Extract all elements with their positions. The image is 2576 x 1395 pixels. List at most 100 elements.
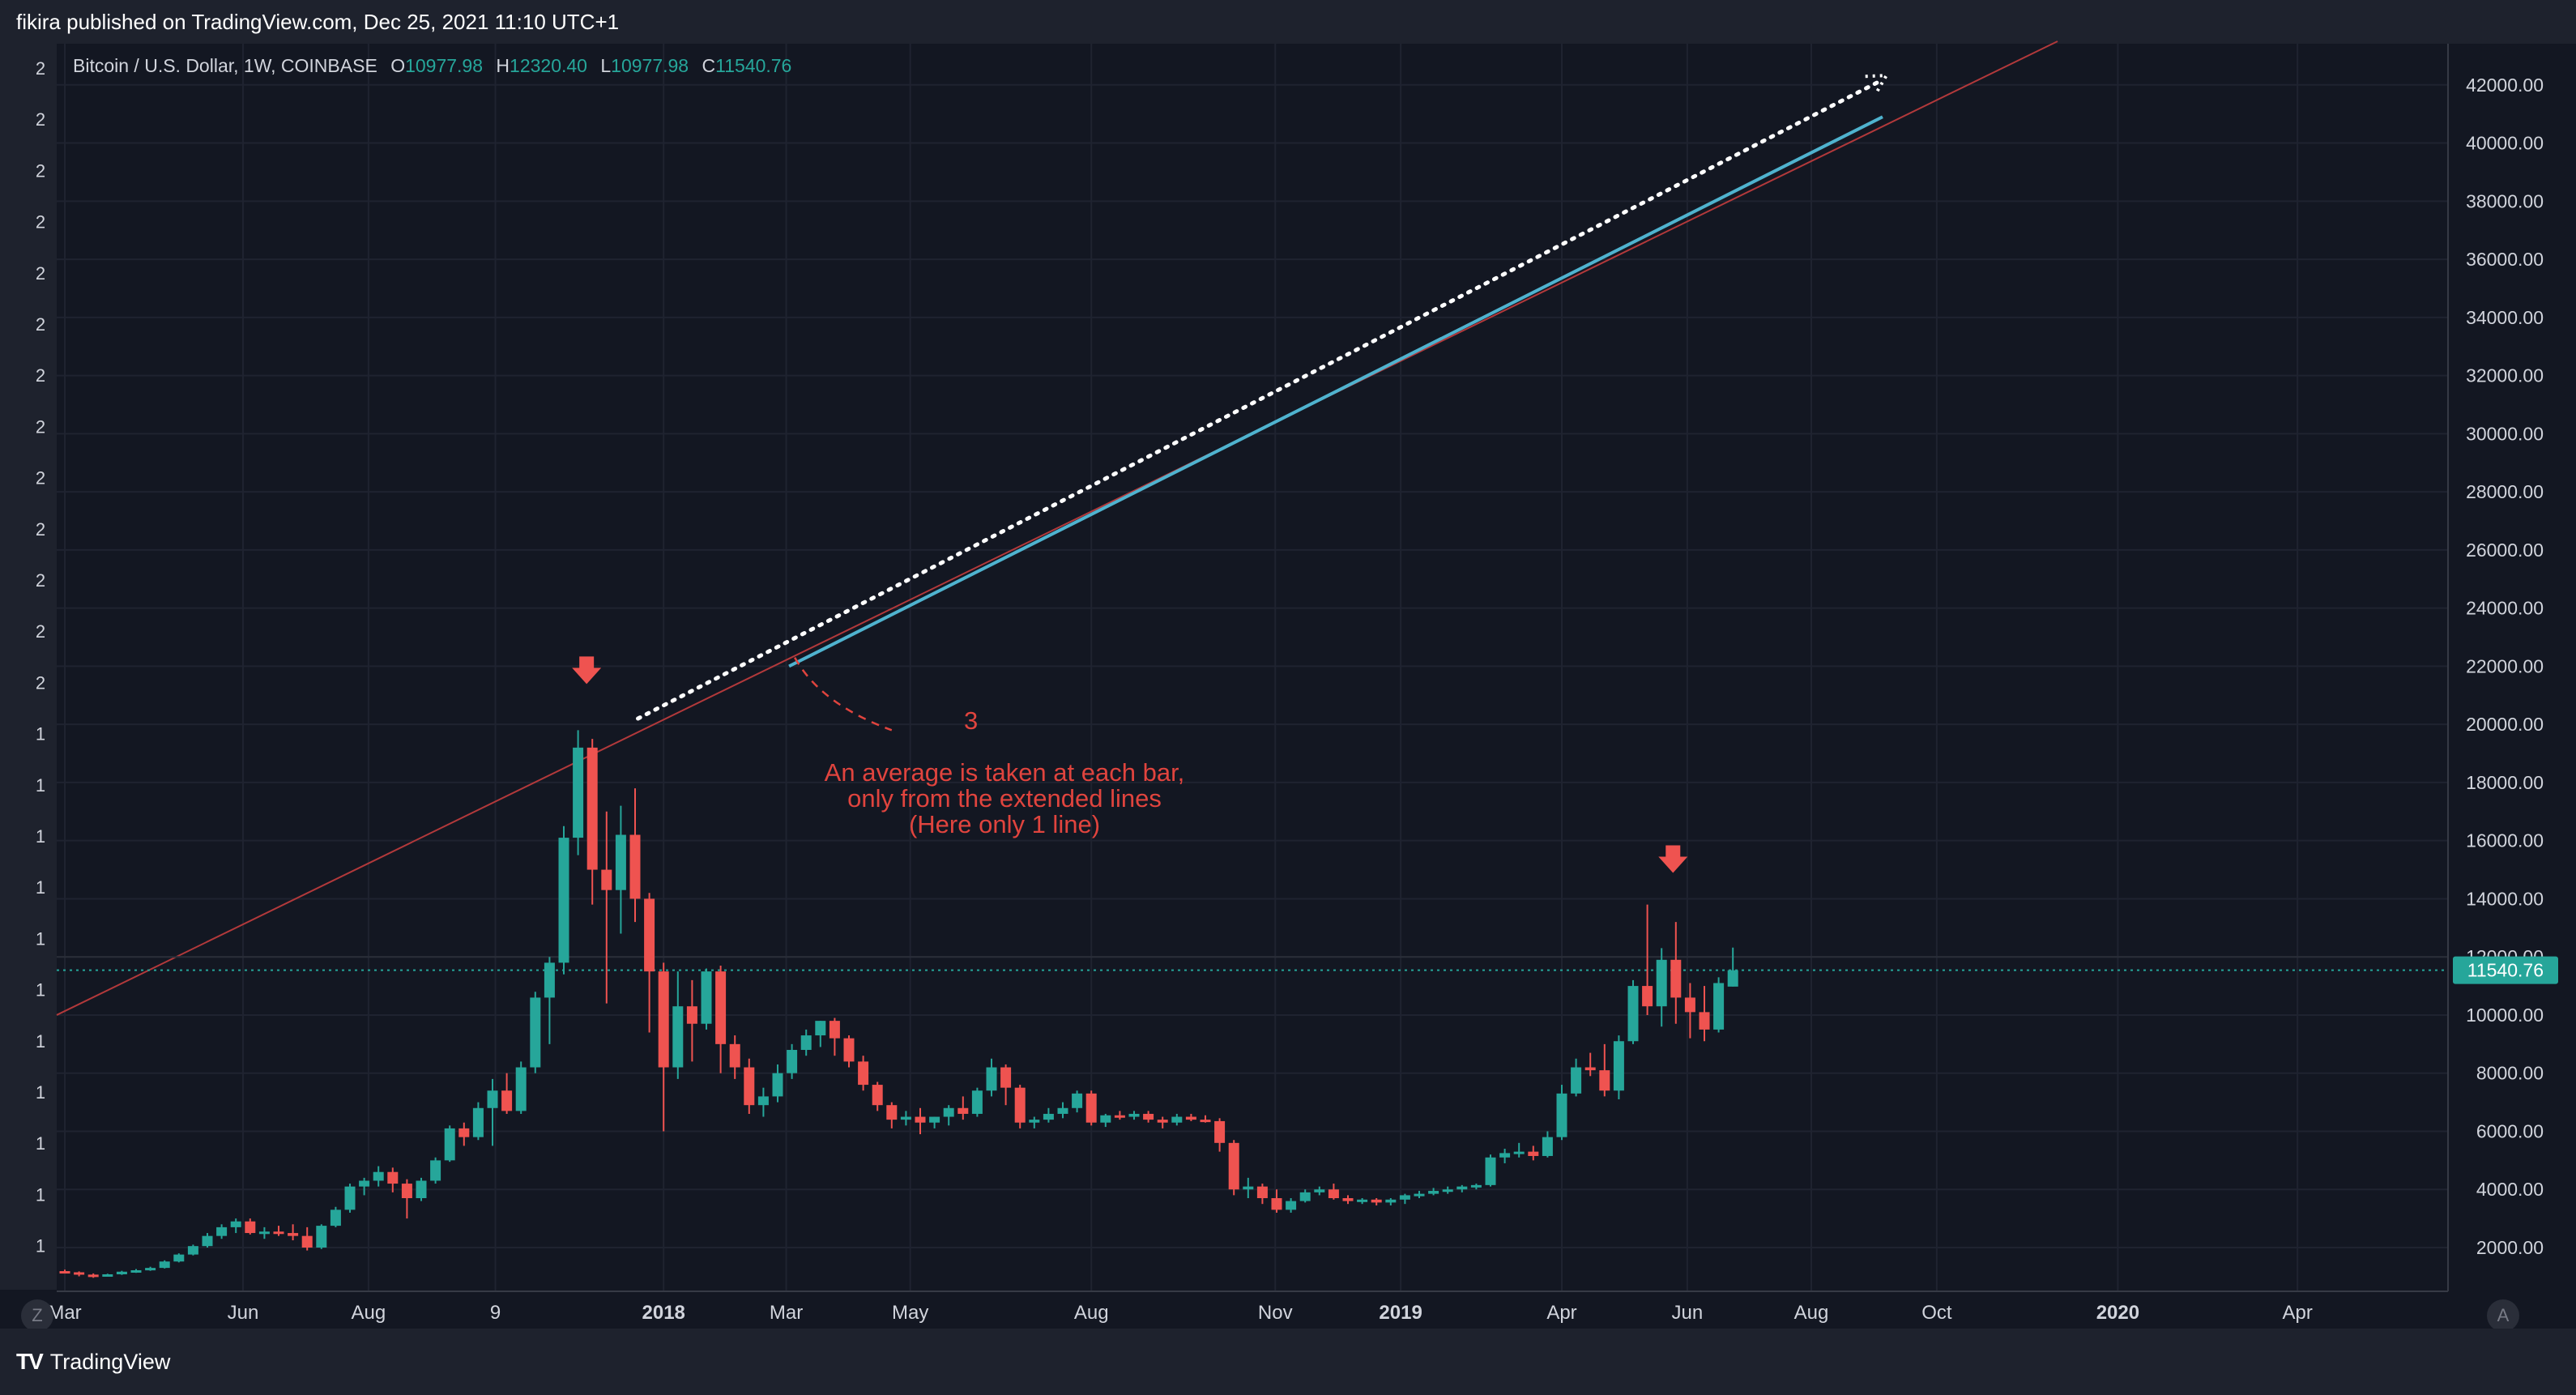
candle-body <box>530 997 541 1068</box>
candle-body <box>1328 1189 1339 1199</box>
left-scale-label: 2 <box>36 109 45 130</box>
price-tick-label: 38000.00 <box>2466 190 2544 211</box>
low-label: L <box>600 55 612 76</box>
candle-body <box>444 1128 455 1161</box>
left-scale-label: 2 <box>36 468 45 488</box>
left-scale-label: 2 <box>36 263 45 284</box>
candle-body <box>401 1184 412 1199</box>
candle-body <box>245 1221 256 1234</box>
candle-body <box>1085 1093 1097 1123</box>
left-scale-label: 1 <box>36 1133 45 1154</box>
time-tick-label: Aug <box>1794 1302 1829 1324</box>
candle-body <box>159 1261 170 1269</box>
candle-body <box>1556 1093 1567 1137</box>
price-tick-label: 28000.00 <box>2466 481 2544 502</box>
candle-body <box>1057 1107 1068 1114</box>
scroll-to-start-button[interactable]: Z <box>21 1299 53 1332</box>
time-tick-label: Aug <box>352 1302 386 1324</box>
candle-body <box>273 1231 284 1235</box>
price-tick-label: 18000.00 <box>2466 772 2544 793</box>
symbol-legend: Bitcoin / U.S. Dollar, 1W, COINBASE O109… <box>73 55 791 77</box>
candle-body <box>900 1116 911 1120</box>
annotation-line: only from the extended lines <box>847 784 1162 813</box>
candle-body <box>1228 1142 1239 1190</box>
price-tick-label: 20000.00 <box>2466 714 2544 735</box>
channel-line <box>56 41 2058 1016</box>
candle-body <box>1542 1137 1553 1156</box>
candle-body <box>1442 1189 1453 1192</box>
close-value: 11540.76 <box>715 55 792 76</box>
plot-area <box>57 44 2448 1291</box>
candle-body <box>1200 1120 1211 1123</box>
candle-body <box>487 1090 498 1108</box>
candle-body <box>787 1050 798 1073</box>
candle-body <box>544 962 555 998</box>
candle-body <box>458 1128 470 1137</box>
candle-body <box>87 1274 99 1278</box>
candle-body <box>316 1226 327 1248</box>
candle-body <box>1470 1184 1482 1188</box>
auto-scale-button[interactable]: A <box>2487 1299 2519 1332</box>
candle-body <box>1656 959 1667 1007</box>
candle-body <box>744 1067 755 1106</box>
candle-body <box>986 1067 997 1091</box>
close-label: C <box>702 55 716 76</box>
candle-body <box>1357 1199 1368 1202</box>
low-value: 10977.98 <box>611 55 689 76</box>
candle-body <box>929 1116 940 1123</box>
candle-body <box>886 1105 898 1120</box>
left-scale-label: 2 <box>36 212 45 232</box>
candle-body <box>843 1038 855 1062</box>
left-scale-label: 1 <box>36 1236 45 1256</box>
candle-body <box>59 1271 70 1274</box>
candle-body <box>288 1233 299 1236</box>
high-label: H <box>496 55 510 76</box>
candle-body <box>1299 1192 1311 1201</box>
candle-body <box>430 1160 441 1181</box>
candle-body <box>1485 1157 1496 1185</box>
time-tick-label: 2020 <box>2096 1302 2139 1324</box>
left-scale-label: 2 <box>36 314 45 335</box>
candle-body <box>1599 1070 1610 1091</box>
candle-body <box>1256 1186 1268 1199</box>
candle-body <box>829 1021 840 1039</box>
left-scale-label: 1 <box>36 1082 45 1103</box>
candle-body <box>330 1209 341 1226</box>
candle-body <box>615 834 626 890</box>
price-tick-label: 32000.00 <box>2466 365 2544 386</box>
time-tick-label: Aug <box>1074 1302 1109 1324</box>
left-scale-label: 2 <box>36 621 45 642</box>
price-tick-label: 16000.00 <box>2466 830 2544 851</box>
candle-body <box>815 1021 826 1036</box>
left-scale-label: 1 <box>36 1031 45 1052</box>
candle-body <box>74 1272 85 1275</box>
candle-body <box>1670 959 1682 998</box>
tradingview-brand[interactable]: TV TradingView <box>16 1349 170 1375</box>
candle-body <box>971 1090 983 1114</box>
candle-body <box>1571 1067 1582 1094</box>
candle-body <box>501 1090 513 1111</box>
left-scale-label: 1 <box>36 826 45 847</box>
candle-body <box>1699 1012 1710 1030</box>
left-scale-label: 1 <box>36 724 45 744</box>
candle-body <box>373 1171 384 1181</box>
candle-body <box>102 1274 113 1278</box>
candle-body <box>1528 1151 1539 1156</box>
candle-body <box>701 971 712 1024</box>
left-scale-label: 2 <box>36 58 45 79</box>
price-tick-label: 40000.00 <box>2466 133 2544 154</box>
candle-body <box>258 1231 270 1235</box>
price-tick-label: 22000.00 <box>2466 655 2544 676</box>
candle-body <box>1342 1198 1354 1201</box>
candle-body <box>216 1226 228 1236</box>
price-tick-label: 36000.00 <box>2466 249 2544 270</box>
price-axis <box>2448 44 2576 1291</box>
annotation-arc <box>794 657 893 732</box>
candle-body <box>1243 1186 1254 1190</box>
open-label: O <box>390 55 406 76</box>
candle-body <box>629 834 641 899</box>
candle-body <box>1029 1120 1040 1123</box>
left-price-scale[interactable] <box>0 44 57 1290</box>
tradingview-logo-icon: TV <box>16 1349 44 1374</box>
